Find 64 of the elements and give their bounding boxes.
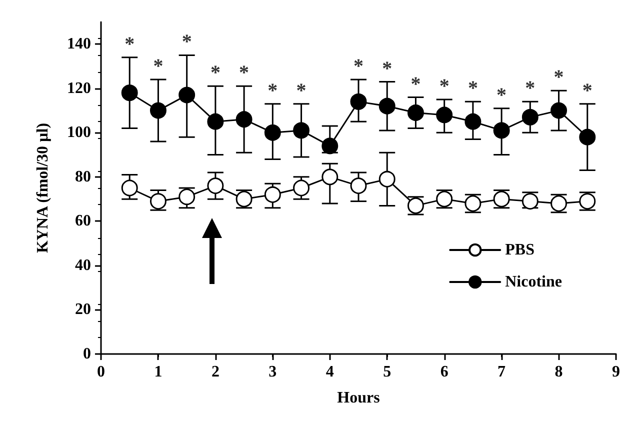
point (436, 106, 453, 124)
x-tick-label: 7 (498, 364, 506, 380)
x-tick-label: 6 (440, 364, 448, 380)
annotation: * (382, 58, 392, 80)
annotation: * (554, 66, 564, 89)
point (236, 111, 252, 128)
point (322, 138, 338, 154)
y-tick-label: 140 (67, 36, 91, 53)
point (579, 128, 596, 146)
y-tick-label: 80 (75, 168, 91, 186)
point (407, 104, 424, 121)
x-axis-title: Hours (337, 390, 380, 406)
point (178, 86, 196, 104)
point (464, 113, 482, 130)
y-tick-label: 20 (75, 301, 91, 318)
point (207, 113, 224, 130)
point (378, 170, 396, 188)
x-tick-label: 2 (211, 364, 220, 380)
annotation: * (525, 78, 536, 100)
point (293, 180, 310, 196)
annotation: * (410, 73, 421, 96)
annotation: * (496, 84, 507, 106)
y-tick-label: 60 (75, 212, 91, 230)
annotation: * (582, 80, 592, 102)
annotation: * (182, 31, 192, 54)
annotation: * (296, 80, 306, 102)
point (293, 122, 310, 139)
x-tick-label: 5 (383, 364, 392, 380)
y-tick-label: 120 (67, 80, 91, 97)
point (350, 178, 367, 194)
annotation: * (354, 56, 364, 78)
y-tick-label: 0 (83, 346, 91, 362)
annotation: * (468, 78, 478, 100)
annotation: * (124, 33, 135, 56)
legend-label: PBS (505, 242, 535, 258)
point (350, 93, 367, 110)
point (121, 180, 138, 196)
annotation: * (268, 80, 278, 102)
y-tick-label: 40 (75, 256, 91, 274)
x-tick-label: 0 (97, 364, 105, 380)
point (378, 98, 396, 114)
x-tick-label: 9 (612, 364, 620, 380)
y-tick-label: 100 (67, 124, 91, 142)
y-axis-title: KYNA (fmol/30 µl) (34, 122, 52, 254)
point (121, 84, 138, 102)
point (522, 108, 538, 126)
point (550, 102, 568, 119)
x-tick-label: 1 (154, 364, 162, 380)
point (493, 122, 510, 139)
x-tick-label: 3 (268, 364, 277, 380)
annotation: * (239, 62, 250, 84)
point (264, 186, 281, 203)
point (322, 168, 338, 186)
annotation: * (210, 62, 220, 84)
point (207, 178, 224, 194)
point (150, 102, 166, 119)
point (178, 188, 196, 206)
annotation: * (153, 56, 164, 78)
x-tick-label: 8 (554, 364, 563, 380)
annotation: * (439, 75, 450, 98)
point (264, 124, 281, 141)
legend-label: Nicotine (505, 274, 562, 290)
x-tick-label: 4 (326, 364, 334, 380)
point (150, 193, 166, 210)
